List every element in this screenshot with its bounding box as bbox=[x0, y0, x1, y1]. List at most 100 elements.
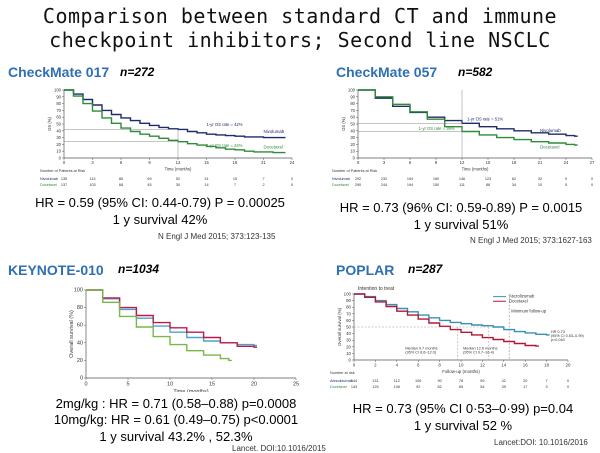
checkmate057-risk-cell: 292 bbox=[355, 177, 361, 181]
poplar-x-tick-label: 2 bbox=[374, 362, 377, 367]
poplar-risk-cell: 125 bbox=[372, 385, 378, 389]
survival-checkmate017: 1 y survival 42% bbox=[112, 212, 208, 227]
checkmate057-risk-cell: 9 bbox=[565, 177, 567, 181]
hr-checkmate057: HR = 0.73 (96% CI: 0.59-0.89) P = 0.0015 bbox=[339, 200, 583, 215]
checkmate057-y-tick-label: 90 bbox=[350, 94, 355, 99]
poplar-risk-cell: 144 bbox=[351, 379, 357, 383]
poplar-risk-cell: 0 bbox=[567, 379, 569, 383]
poplar-series-1 bbox=[354, 293, 539, 347]
checkmate017-risk-cell: 137 bbox=[61, 183, 67, 187]
trial-name-poplar: POPLAR bbox=[336, 262, 395, 278]
checkmate057-risk-cell: 88 bbox=[486, 183, 490, 187]
trial-n-keynote010: n=1034 bbox=[118, 262, 160, 276]
poplar-risk-header: Number at risk bbox=[330, 371, 355, 375]
trial-name-keynote010: KEYNOTE-010 bbox=[8, 262, 104, 278]
poplar-risk-cell: 20 bbox=[523, 379, 527, 383]
poplar-annotation-median-atezo-ci: (95% CI 9.7–16.4) bbox=[463, 350, 495, 354]
poplar-chart-title: Intention to treat bbox=[358, 286, 395, 292]
checkmate057-x-tick-label: 21 bbox=[538, 160, 543, 165]
checkmate017-risk-cell: 86 bbox=[119, 177, 123, 181]
poplar-risk-cell: 42 bbox=[502, 379, 506, 383]
trial-name-checkmate057: CheckMate 057 bbox=[336, 64, 438, 80]
checkmate017-x-tick-label: 24 bbox=[290, 160, 295, 165]
checkmate017-annotation-doc-rate: 1-yr OS rate = 24% bbox=[207, 143, 243, 148]
checkmate057-risk-header: Number of Patients at Risk bbox=[332, 169, 377, 173]
poplar-x-tick-label: 0 bbox=[353, 362, 356, 367]
poplar-risk-cell: 92 bbox=[416, 385, 420, 389]
checkmate017-x-tick-label: 12 bbox=[176, 160, 181, 165]
poplar-y-tick-label: 70 bbox=[346, 311, 351, 316]
keynote010-y-tick-label: 100 bbox=[74, 288, 83, 294]
checkmate017-y-tick-label: 0 bbox=[59, 156, 62, 161]
checkmate017-risk-row-label: Nivolumab bbox=[40, 177, 58, 181]
checkmate057-risk-cell: 232 bbox=[381, 177, 387, 181]
hr-poplar: HR = 0.73 (95% CI 0·53–0·99) p=0.04 bbox=[352, 401, 574, 416]
checkmate017-y-tick-label: 30 bbox=[56, 135, 61, 140]
poplar-y-tick-label: 80 bbox=[346, 305, 351, 310]
poplar-legend-atezolizumab: Atezolizumab bbox=[509, 294, 535, 299]
checkmate057-y-tick-label: 100 bbox=[348, 88, 356, 93]
checkmate017-series-0 bbox=[64, 89, 286, 139]
keynote010-y-tick-label: 0 bbox=[80, 376, 83, 382]
checkmate017-risk-cell: 135 bbox=[61, 177, 67, 181]
poplar-risk-row-label: Atezolizumab bbox=[330, 379, 353, 383]
poplar-y-tick-label: 40 bbox=[346, 331, 351, 336]
keynote010-y-axis-label: Overall survival (%) bbox=[69, 310, 75, 358]
checkmate017-x-tick-label: 18 bbox=[233, 160, 238, 165]
checkmate017-risk-cell: 0 bbox=[291, 177, 293, 181]
poplar-risk-cell: 7 bbox=[546, 379, 548, 383]
checkmate057-series-1 bbox=[358, 89, 578, 146]
poplar-x-tick-label: 20 bbox=[566, 362, 571, 367]
survival-checkmate057: 1 y survival 51% bbox=[413, 217, 509, 232]
checkmate017-risk-header: Number of Patients at Risk bbox=[40, 169, 85, 173]
checkmate017-risk-cell: 103 bbox=[89, 183, 95, 187]
checkmate057-risk-cell: 5 bbox=[565, 183, 567, 187]
checkmate057-risk-cell: 111 bbox=[459, 183, 465, 187]
checkmate017-risk-cell: 7 bbox=[262, 177, 264, 181]
checkmate017-y-tick-label: 100 bbox=[54, 88, 62, 93]
trial-n-checkmate057: n=582 bbox=[458, 65, 493, 79]
checkmate057-risk-cell: 290 bbox=[355, 183, 361, 187]
poplar-risk-cell: 143 bbox=[351, 385, 357, 389]
keynote010-x-tick-label: 15 bbox=[209, 382, 215, 388]
checkmate017-x-axis-label: Time (months) bbox=[165, 166, 192, 171]
keynote010-series-2 bbox=[86, 289, 232, 362]
poplar-risk-cell: 112 bbox=[394, 379, 400, 383]
poplar-x-tick-label: 16 bbox=[523, 362, 528, 367]
poplar-y-tick-label: 30 bbox=[346, 338, 351, 343]
checkmate057-legend-nivolumab: Nivolumab bbox=[540, 128, 561, 133]
checkmate057-risk-cell: 0 bbox=[591, 177, 593, 181]
title-line-2: checkpoint inhibitors; Second line NSCLC bbox=[49, 28, 551, 52]
checkmate057-y-axis-label: OS (%) bbox=[341, 117, 346, 131]
checkmate057-legend-docetaxel: Docetaxel bbox=[540, 144, 560, 149]
poplar-y-tick-label: 100 bbox=[344, 292, 352, 297]
poplar-x-tick-label: 4 bbox=[396, 362, 399, 367]
checkmate057-y-tick-label: 20 bbox=[350, 142, 355, 147]
poplar-annotation-hr: HR 0.73 bbox=[551, 330, 565, 334]
checkmate017-x-tick-label: 15 bbox=[204, 160, 209, 165]
checkmate057-risk-cell: 194 bbox=[407, 177, 413, 181]
checkmate017-y-tick-label: 60 bbox=[56, 115, 61, 120]
checkmate017-x-tick-label: 21 bbox=[261, 160, 266, 165]
survival-poplar: 1 y survival 52 % bbox=[413, 418, 513, 433]
checkmate057-y-tick-label: 70 bbox=[350, 108, 355, 113]
checkmate017-risk-cell: 0 bbox=[291, 183, 293, 187]
checkmate017-risk-cell: 14 bbox=[204, 183, 208, 187]
chart-keynote010: 0 20 40 60 80 100 0 5 10 15 20 25 Time (months) Overa… bbox=[69, 288, 299, 393]
poplar-risk-cell: 39 bbox=[502, 385, 506, 389]
checkmate057-risk-cell: 244 bbox=[381, 183, 387, 187]
poplar-x-tick-label: 14 bbox=[501, 362, 506, 367]
poplar-annotation-median-doc-ci: (95% CI 8.6–12.0) bbox=[405, 350, 437, 354]
keynote010-y-tick-label: 40 bbox=[77, 340, 83, 346]
checkmate017-risk-cell: 52 bbox=[176, 177, 180, 181]
checkmate057-x-tick-label: 15 bbox=[486, 160, 491, 165]
checkmate017-y-tick-label: 10 bbox=[56, 149, 61, 154]
checkmate017-risk-cell: 7 bbox=[234, 183, 236, 187]
keynote010-y-tick-label: 60 bbox=[77, 323, 83, 329]
checkmate057-x-tick-label: 0 bbox=[357, 160, 360, 165]
stat-keynote010-10mg: 10mg/kg: HR = 0.61 (0.49–0.75) p<0.0001 bbox=[53, 412, 299, 427]
poplar-annotation-median-atezo: Median 12.6 months bbox=[463, 346, 498, 350]
poplar-y-tick-label: 60 bbox=[346, 318, 351, 323]
poplar-x-tick-label: 12 bbox=[480, 362, 485, 367]
